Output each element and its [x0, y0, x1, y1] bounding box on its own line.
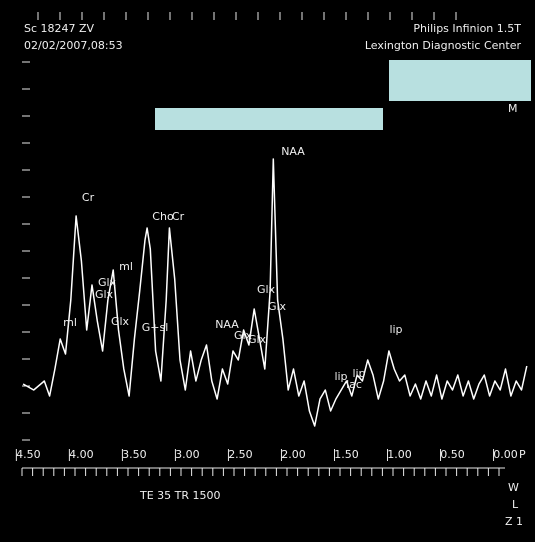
control-label: Z 1: [505, 515, 523, 528]
peak-label: Glx: [95, 288, 114, 301]
peak-label: Cho: [152, 210, 174, 223]
peak-label: Cr: [82, 191, 95, 204]
page: {"chart_data": { "type": "line", "header…: [0, 0, 535, 542]
x-tick-label: 4.50: [16, 448, 41, 461]
side-label: M: [508, 102, 518, 115]
header-right: Lexington Diagnostic Center: [365, 39, 522, 52]
axis-end-label: P: [519, 448, 526, 461]
redaction-box: [389, 60, 531, 101]
x-tick-label: 3.50: [122, 448, 147, 461]
x-tick-label: 1.50: [334, 448, 359, 461]
x-tick-label: 2.00: [281, 448, 306, 461]
peak-label: Glx: [111, 315, 130, 328]
x-tick-label: 0.50: [440, 448, 465, 461]
peak-label: Cr: [172, 210, 185, 223]
peak-label: G+sl: [142, 321, 169, 334]
peak-label: ml: [119, 260, 133, 273]
x-tick-label: 4.00: [69, 448, 94, 461]
control-label: L: [512, 498, 519, 511]
control-label: W: [508, 481, 519, 494]
x-tick-label: 3.00: [175, 448, 200, 461]
spectrum-view: Sc 18247 ZV 02/02/2007,08:53 Philips Inf…: [0, 0, 535, 542]
x-tick-label: 2.50: [228, 448, 253, 461]
header-left: 02/02/2007,08:53: [24, 39, 123, 52]
header-left: Sc 18247 ZV: [24, 22, 95, 35]
peak-label: Glx: [268, 300, 287, 313]
peak-label: lac: [346, 378, 362, 391]
peak-label: lip: [389, 323, 402, 336]
peak-label: Glx: [248, 333, 267, 346]
peak-label: NAA: [281, 145, 305, 158]
redaction-box: [155, 108, 383, 130]
peak-label: ml: [63, 316, 77, 329]
footer: TE 35 TR 1500: [139, 489, 221, 502]
header-right: Philips Infinion 1.5T: [413, 22, 521, 35]
peak-label: Glx: [257, 283, 276, 296]
x-tick-label: 1.00: [387, 448, 412, 461]
x-tick-label: 0.00: [493, 448, 518, 461]
